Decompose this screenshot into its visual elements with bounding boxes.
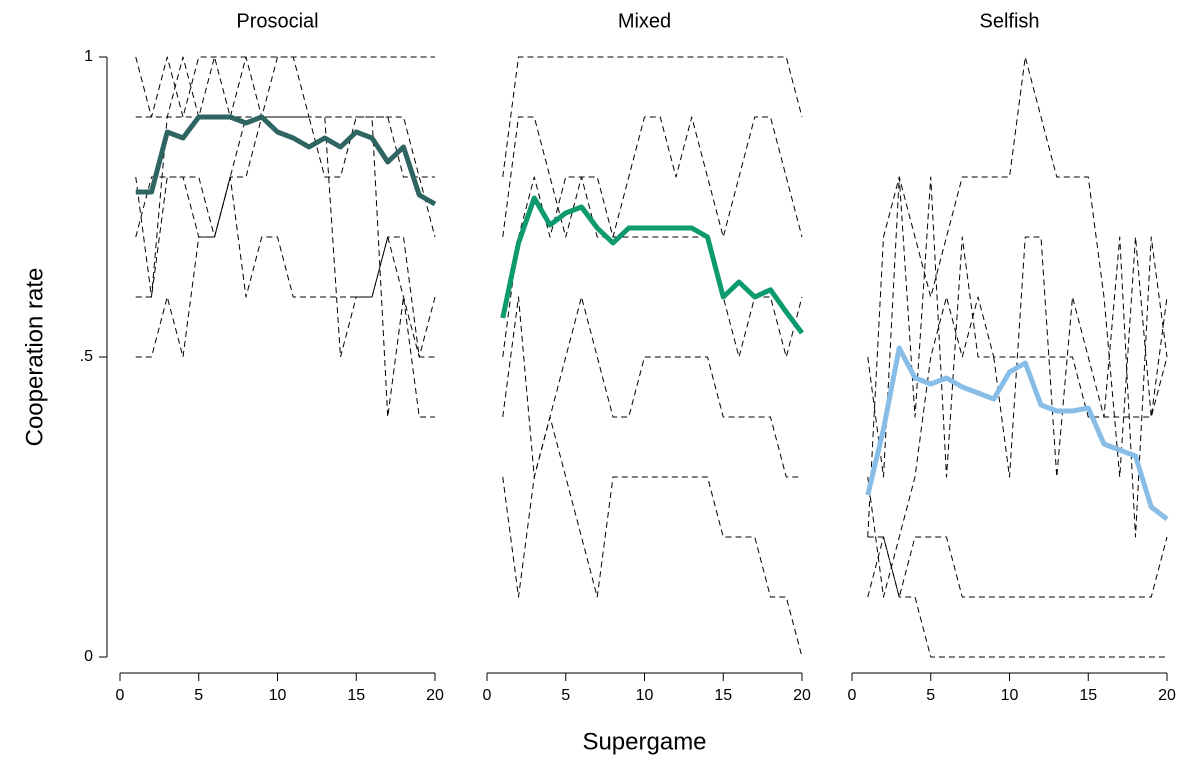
average-line: [135, 114, 437, 207]
individual-line: [502, 116, 803, 238]
average-line: [865, 345, 1169, 521]
y-tick-label: 0: [84, 648, 93, 665]
x-tick-label: 0: [483, 687, 492, 704]
individual-line: [867, 176, 1168, 538]
panel-title: Mixed: [618, 10, 671, 32]
y-tick-label: .5: [80, 348, 93, 365]
x-tick-label: 20: [426, 687, 444, 704]
x-tick-label: 20: [793, 687, 811, 704]
x-tick-label: 5: [194, 687, 203, 704]
x-tick-label: 20: [1158, 687, 1176, 704]
x-tick-label: 15: [714, 687, 732, 704]
x-axis-label: Supergame: [582, 728, 706, 755]
individual-line: [867, 536, 1167, 658]
y-tick-label: 1: [84, 48, 93, 65]
individual-line: [502, 56, 803, 178]
y-axis-label: Cooperation rate: [21, 268, 48, 447]
individual-line: [867, 296, 1168, 598]
x-tick-label: 10: [636, 687, 654, 704]
x-tick-label: 5: [926, 687, 935, 704]
individual-line: [135, 176, 435, 358]
x-tick-label: 10: [1001, 687, 1019, 704]
x-tick-label: 0: [116, 687, 125, 704]
panel-title: Selfish: [979, 10, 1039, 32]
x-tick-label: 15: [347, 687, 365, 704]
individual-line: [135, 56, 436, 358]
individual-line: [867, 56, 1168, 538]
x-tick-label: 5: [561, 687, 570, 704]
panel-title: Prosocial: [236, 10, 318, 32]
individual-line: [867, 536, 1168, 598]
individual-line: [502, 416, 803, 658]
x-tick-label: 0: [848, 687, 857, 704]
individual-line: [502, 176, 803, 358]
average-line: [500, 195, 804, 335]
x-tick-label: 10: [269, 687, 287, 704]
individual-line: [135, 116, 435, 418]
x-tick-label: 15: [1079, 687, 1097, 704]
individual-line: [502, 296, 802, 478]
